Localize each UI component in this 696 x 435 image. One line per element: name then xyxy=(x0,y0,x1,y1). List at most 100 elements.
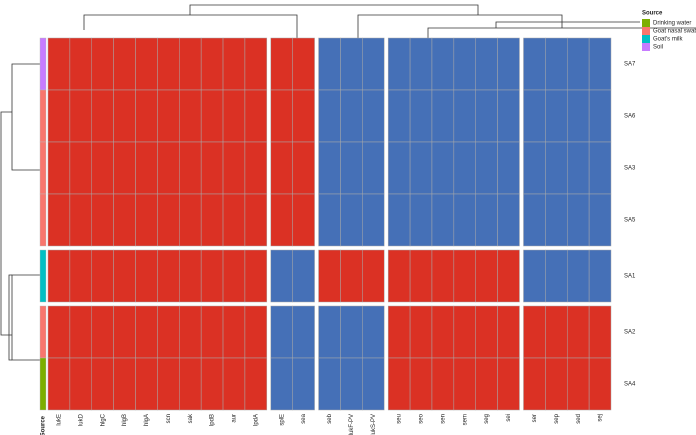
heatmap-cell xyxy=(157,249,180,303)
heatmap-cell xyxy=(179,89,202,143)
heatmap-cell xyxy=(497,37,520,91)
heatmap-cell xyxy=(91,249,114,303)
heatmap-cell xyxy=(475,37,498,91)
column-label: hlgC xyxy=(100,413,106,426)
heatmap-cell xyxy=(200,249,224,303)
heatmap-cell xyxy=(113,193,136,247)
heatmap-cell xyxy=(69,193,93,247)
heatmap-cell xyxy=(387,193,411,247)
heatmap-cell xyxy=(135,89,158,143)
column-label: sem xyxy=(462,414,468,425)
heatmap-cell xyxy=(523,357,546,411)
heatmap-cell xyxy=(179,141,202,195)
heatmap-cell xyxy=(362,357,385,411)
legend-label: Goat's milk xyxy=(653,37,683,43)
heatmap-cell xyxy=(179,305,202,359)
legend-swatch xyxy=(642,35,650,43)
heatmap-cell xyxy=(113,305,136,359)
row-label: SA2 xyxy=(624,330,636,336)
heatmap-cell xyxy=(200,305,224,359)
annotation-cell xyxy=(39,37,47,91)
legend-swatch xyxy=(642,27,650,35)
column-label: sen xyxy=(440,414,446,424)
heatmap-cell xyxy=(523,89,546,143)
heatmap-cell xyxy=(475,357,498,411)
heatmap-cell xyxy=(362,305,385,359)
heatmap-cell xyxy=(91,305,114,359)
legend-swatch xyxy=(642,19,650,27)
heatmap-cell xyxy=(91,141,114,195)
column-dendrogram xyxy=(83,4,696,40)
annotation-label: Source xyxy=(41,415,47,435)
heatmap-cell xyxy=(222,89,246,143)
heatmap-cell xyxy=(222,141,246,195)
legend-swatch xyxy=(642,43,650,51)
heatmap-cell xyxy=(91,89,114,143)
heatmap-cell xyxy=(270,249,293,303)
heatmap-cell xyxy=(244,141,268,195)
column-label: sak xyxy=(188,413,194,423)
heatmap-cell xyxy=(497,89,520,143)
heatmap-cell xyxy=(475,249,498,303)
heatmap-cell xyxy=(179,193,202,247)
heatmap-cell xyxy=(453,89,476,143)
heatmap-cell xyxy=(545,305,568,359)
legend-title: Source xyxy=(642,11,663,17)
heatmap-cell xyxy=(453,37,476,91)
heatmap-cell xyxy=(545,37,568,91)
heatmap-cell xyxy=(113,89,136,143)
heatmap-cell xyxy=(387,249,411,303)
heatmap-cell xyxy=(431,249,455,303)
heatmap-cell xyxy=(566,89,590,143)
heatmap-cell xyxy=(431,357,455,411)
dendrogram-branch xyxy=(0,111,12,336)
heatmap-cell xyxy=(270,89,293,143)
heatmap-cell xyxy=(47,37,71,91)
heatmap-cell xyxy=(545,249,568,303)
heatmap-cell xyxy=(222,357,246,411)
row-label: SA4 xyxy=(624,382,636,388)
heatmap-cell xyxy=(340,305,363,359)
heatmap-cell xyxy=(135,193,158,247)
heatmap-cell xyxy=(270,305,293,359)
heatmap-cell xyxy=(270,357,293,411)
heatmap-cell xyxy=(318,305,341,359)
heatmap-cell xyxy=(362,193,385,247)
column-label: hlgA xyxy=(144,414,150,426)
annotation-cell xyxy=(39,89,47,143)
heatmap-cell xyxy=(566,357,590,411)
column-label: lukE xyxy=(57,414,63,426)
heatmap-cell xyxy=(566,305,590,359)
heatmap-cell xyxy=(409,305,433,359)
column-label: sei xyxy=(506,414,512,422)
column-label: scn xyxy=(166,414,172,423)
heatmap-cell xyxy=(588,193,612,247)
heatmap-cell xyxy=(113,37,136,91)
column-label: lukS-PV xyxy=(371,414,377,435)
dendrogram-branch xyxy=(11,274,40,361)
heatmap-cell xyxy=(497,249,520,303)
heatmap-cell xyxy=(409,141,433,195)
heatmap-cell xyxy=(69,305,93,359)
heatmap-cell xyxy=(135,37,158,91)
heatmap-cell xyxy=(292,357,315,411)
legend-label: Drinking water xyxy=(653,21,691,27)
heatmap-cell xyxy=(157,357,180,411)
heatmap-cell xyxy=(387,89,411,143)
heatmap-cell xyxy=(453,141,476,195)
heatmap-cell xyxy=(179,357,202,411)
heatmap-cell xyxy=(588,357,612,411)
annotation-cell xyxy=(39,357,47,411)
heatmap-cell xyxy=(545,141,568,195)
heatmap-cell xyxy=(566,141,590,195)
column-label: sep xyxy=(554,413,560,423)
column-label: sed xyxy=(576,414,582,424)
heatmap-cell xyxy=(387,357,411,411)
heatmap-cell xyxy=(318,193,341,247)
heatmap-cell xyxy=(292,305,315,359)
heatmap-cell xyxy=(157,141,180,195)
heatmap-cell xyxy=(362,89,385,143)
column-label: seb xyxy=(327,413,333,423)
legend-label: Soil xyxy=(653,45,663,51)
heatmap-cell xyxy=(318,37,341,91)
